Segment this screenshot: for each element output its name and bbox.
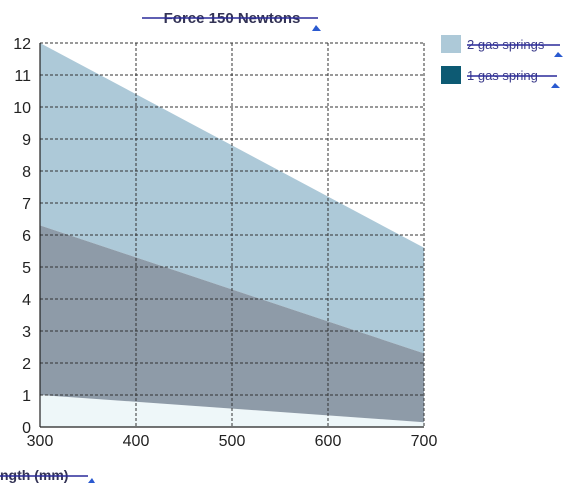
- x-axis-label: ngth (mm): [0, 467, 68, 483]
- y-tick-label: 8: [22, 164, 31, 181]
- y-tick-label: 2: [22, 356, 31, 373]
- y-tick-label: 12: [13, 36, 31, 53]
- y-tick-label: 10: [13, 100, 31, 117]
- y-tick-label: 11: [14, 68, 31, 85]
- y-tick-label: 4: [22, 292, 31, 309]
- legend-caret-1: [551, 83, 560, 88]
- y-tick-label: 7: [22, 196, 31, 213]
- x-tick-label: 700: [411, 433, 438, 450]
- xlabel-caret: [88, 478, 95, 483]
- legend-caret-2: [554, 52, 563, 57]
- x-tick-label: 600: [315, 433, 342, 450]
- legend: 2 gas springs 1 gas spring: [441, 35, 563, 88]
- y-tick-label: 3: [22, 324, 31, 341]
- x-tick-label: 500: [219, 433, 246, 450]
- title-caret: [312, 25, 321, 31]
- chart-grid: [40, 42, 425, 427]
- x-tick-label: 300: [27, 433, 54, 450]
- legend-swatch-1-gas-spring: [441, 66, 461, 84]
- y-tick-label: 1: [22, 388, 31, 405]
- y-tick-label: 9: [22, 132, 31, 149]
- legend-swatch-2-gas-springs: [441, 35, 461, 53]
- x-tick-labels: 300 400 500 600 700: [27, 433, 438, 450]
- y-tick-label: 6: [22, 228, 31, 245]
- chart-axes: [39, 43, 424, 428]
- x-tick-label: 400: [123, 433, 150, 450]
- y-tick-label: 0: [22, 420, 31, 437]
- y-tick-label: 5: [22, 260, 31, 277]
